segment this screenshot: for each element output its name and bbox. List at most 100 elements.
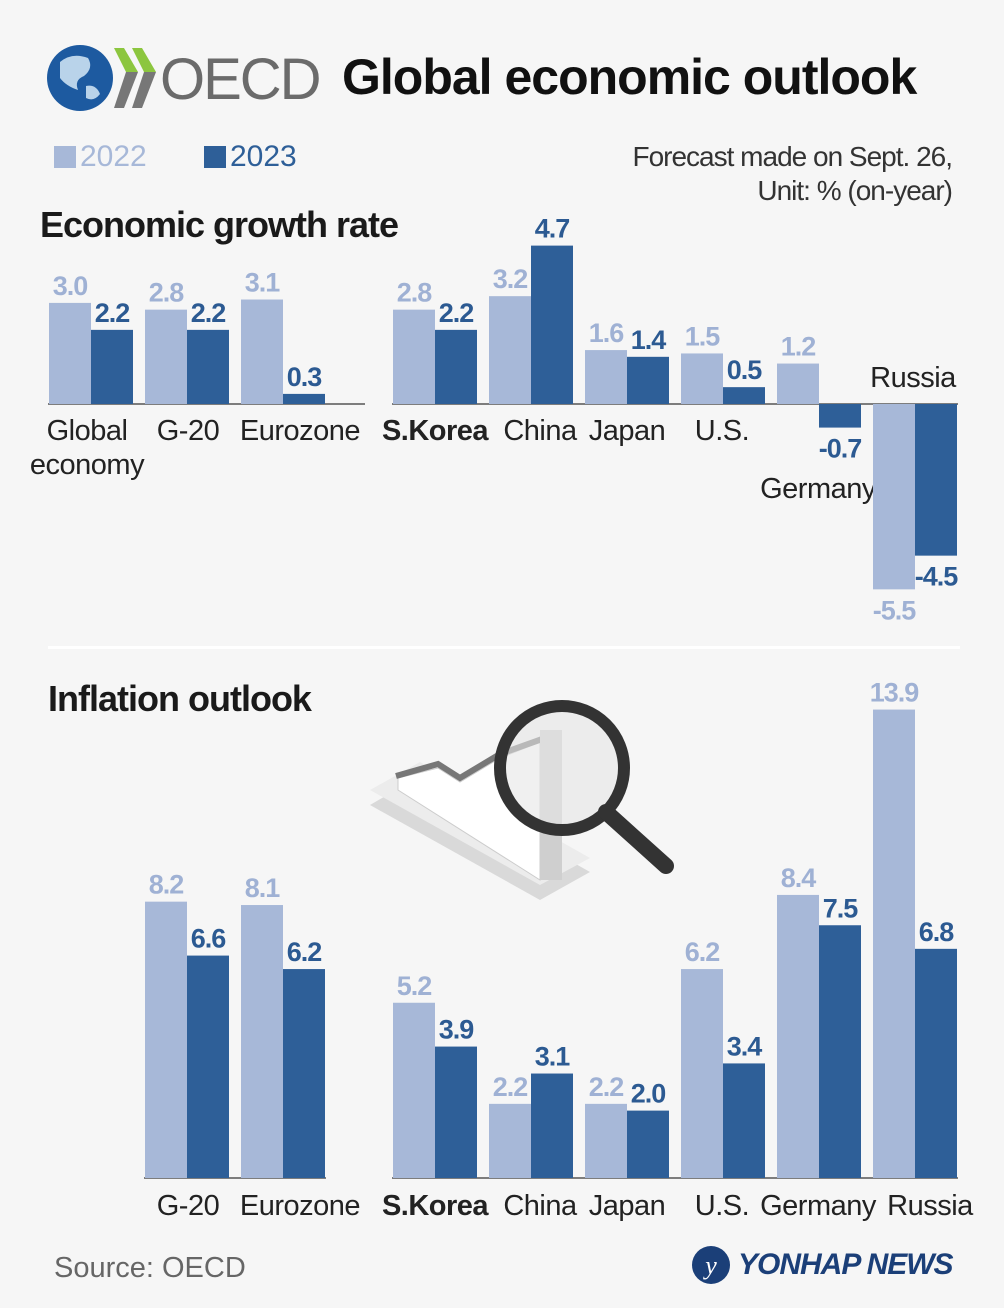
value-label-2022: 1.5 <box>685 321 721 351</box>
category-label: U.S. <box>695 1190 749 1222</box>
bar-2023 <box>723 1063 765 1178</box>
value-label-2023: 0.5 <box>727 355 763 385</box>
source-text: Source: OECD <box>54 1252 246 1284</box>
value-label-2022: 2.8 <box>149 278 185 308</box>
bar-2022 <box>393 309 435 404</box>
value-label-2023: 6.8 <box>919 917 955 947</box>
category-label: Japan <box>589 415 666 447</box>
category-label: U.S. <box>695 415 749 447</box>
value-label-2023: 6.2 <box>287 937 322 967</box>
bar-2022 <box>681 353 723 404</box>
category-label: S.Korea <box>382 415 489 447</box>
value-label-2022: 3.2 <box>493 264 528 294</box>
bar-2023 <box>627 1110 669 1178</box>
note-line: Unit: % (on-year) <box>757 175 953 206</box>
bar-2023 <box>915 948 957 1178</box>
value-label-2023: 6.6 <box>191 924 227 954</box>
bar-2022 <box>241 299 283 404</box>
value-label-2022: 6.2 <box>685 937 720 967</box>
category-label: China <box>503 415 578 447</box>
value-label-2022: 3.1 <box>245 268 281 298</box>
oecd-globe-icon <box>47 45 113 111</box>
value-label-2022: 2.2 <box>589 1072 624 1102</box>
legend-item-2022: 2022 <box>54 140 147 174</box>
value-label-2022: 13.9 <box>870 678 920 708</box>
value-label-2022: 2.2 <box>493 1072 528 1102</box>
bar-2022 <box>145 309 187 404</box>
legend-label: 2022 <box>80 140 147 173</box>
category-label: Russia <box>887 1190 974 1222</box>
bar-2023 <box>819 404 861 428</box>
value-label-2023: 0.3 <box>287 362 323 392</box>
bar-2022 <box>585 350 627 404</box>
bar-2022 <box>777 894 819 1178</box>
bar-2023 <box>187 955 229 1178</box>
bar-2023 <box>723 387 765 404</box>
value-label-2022: 8.4 <box>781 863 817 893</box>
bar-2023 <box>283 969 325 1178</box>
value-label-2022: 3.0 <box>53 271 88 301</box>
bar-2022 <box>489 1103 531 1178</box>
category-label: Eurozone <box>240 415 360 447</box>
value-label-2022: -5.5 <box>873 595 917 625</box>
bar-2022 <box>777 363 819 404</box>
inflation-section-title: Inflation outlook <box>48 678 312 719</box>
value-label-2022: 1.6 <box>589 318 625 348</box>
value-label-2023: 7.5 <box>823 893 859 923</box>
category-label: Germany <box>760 473 877 505</box>
bar-2023 <box>531 1073 573 1178</box>
category-label: Global <box>47 415 128 447</box>
bar-2022 <box>873 404 915 590</box>
bar-2023 <box>283 393 325 404</box>
category-label: Germany <box>760 1190 877 1222</box>
bar-2022 <box>49 302 91 404</box>
category-label: Russia <box>870 362 957 394</box>
bar-2022 <box>873 709 915 1178</box>
bar-2022 <box>145 901 187 1178</box>
bar-2023 <box>91 329 133 404</box>
bar-2023 <box>627 356 669 404</box>
category-label: China <box>503 1190 578 1222</box>
note-line: Forecast made on Sept. 26, <box>632 141 953 172</box>
value-label-2023: 2.2 <box>191 298 226 328</box>
brand-text: YONHAP NEWS <box>738 1248 954 1281</box>
value-label-2023: 2.2 <box>439 298 474 328</box>
bar-2022 <box>393 1002 435 1178</box>
legend-swatch <box>204 146 226 168</box>
bar-2023 <box>915 404 957 556</box>
category-label: economy <box>30 449 145 481</box>
bar-2022 <box>241 905 283 1178</box>
category-label: Japan <box>589 1190 666 1222</box>
yonhap-logo: y YONHAP NEWS <box>690 1244 954 1286</box>
legend-swatch <box>54 146 76 168</box>
forecast-note: Forecast made on Sept. 26, Unit: % (on-y… <box>632 140 953 208</box>
value-label-2022: 8.1 <box>245 873 281 903</box>
value-label-2023: 2.0 <box>631 1079 666 1109</box>
value-label-2023: 3.4 <box>727 1031 763 1061</box>
bar-2022 <box>585 1103 627 1178</box>
value-label-2022: 8.2 <box>149 870 184 900</box>
value-label-2023: -4.5 <box>915 562 959 592</box>
growth-section-title: Economic growth rate <box>40 204 399 245</box>
category-label: Eurozone <box>240 1190 360 1222</box>
bar-2023 <box>819 925 861 1178</box>
category-label: G-20 <box>157 415 219 447</box>
bar-2023 <box>435 1046 477 1178</box>
page-title: Global economic outlook <box>342 49 917 105</box>
value-label-2023: 1.4 <box>631 325 667 355</box>
divider <box>48 646 960 649</box>
legend-item-2023: 2023 <box>204 140 297 174</box>
value-label-2023: 3.9 <box>439 1015 475 1045</box>
bar-2023 <box>435 329 477 404</box>
value-label-2023: -0.7 <box>819 434 862 464</box>
category-label: S.Korea <box>382 1190 489 1222</box>
magnifier-chart-illustration <box>370 700 674 900</box>
value-label-2023: 3.1 <box>535 1042 571 1072</box>
oecd-chevrons-icon <box>114 48 156 108</box>
svg-text:y: y <box>702 1251 717 1280</box>
value-label-2023: 2.2 <box>95 298 130 328</box>
bar-2022 <box>489 296 531 404</box>
value-label-2023: 4.7 <box>535 214 570 244</box>
